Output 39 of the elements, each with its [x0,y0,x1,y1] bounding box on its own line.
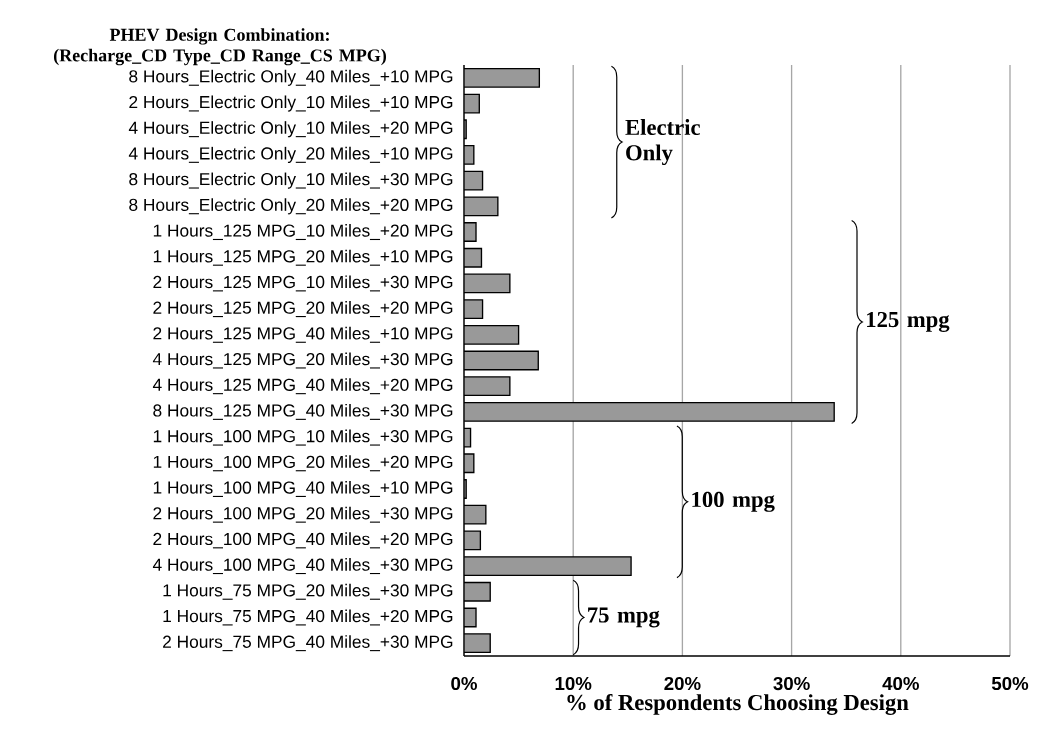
y-tick-label: 4 Hours_125 MPG_40 Miles_+20 MPG [152,378,453,395]
y-tick-label: 2 Hours_75 MPG_40 Miles_+30 MPG [163,635,453,652]
y-tick-label: 2 Hours_125 MPG_20 Miles_+20 MPG [153,301,453,318]
y-tick-label: 1 Hours_100 MPG_40 Miles_+10 MPG [153,480,453,497]
bar [464,67,541,88]
y-tick-label: 1 Hours_75 MPG_40 Miles_+20 MPG [163,609,453,626]
y-tick-label: 2 Hours_100 MPG_20 Miles_+30 MPG [153,506,453,523]
x-axis-title: % of Respondents Choosing Design [567,693,909,715]
bar [464,350,539,371]
y-axis-title: PHEV Design Combination: (Recharge_CD Type_CD Range_CS MPG) [53,28,386,66]
y-tick-label: 4 Hours_Electric Only_10 Miles_+20 MPG [128,121,453,138]
x-tick-label: 30% [773,676,810,691]
y-tick-label: 2 Hours_125 MPG_40 Miles_+10 MPG [153,326,453,343]
y-tick-label: 4 Hours_Electric Only_20 Miles_+10 MPG [128,146,453,164]
y-tick-label: 1 Hours_100 MPG_20 Miles_+20 MPG [153,455,453,472]
annotation: 125 mpg [867,311,950,332]
y-tick-label: 8 Hours_Electric Only_20 Miles_+20 MPG [129,198,453,215]
x-tick-label: 10% [555,676,592,691]
y-tick-label: 1 Hours_75 MPG_20 Miles_+30 MPG [163,583,453,600]
y-tick-label: 4 Hours_125 MPG_20 Miles_+30 MPG [152,352,453,369]
y-tick-label: 8 Hours_Electric Only_10 Miles_+30 MPG [129,172,453,189]
x-tick-label: 20% [664,676,701,691]
y-tick-label: 2 Hours_100 MPG_40 Miles_+20 MPG [153,532,453,549]
y-tick-label: 2 Hours_125 MPG_10 Miles_+30 MPG [153,275,453,292]
x-tick-label: 40% [882,676,919,691]
annotation: Electric Only [625,119,700,166]
y-tick-label: 4 Hours_100 MPG_40 Miles_+30 MPG [152,558,453,575]
y-tick-label: 2 Hours_Electric Only_10 Miles_+10 MPG [129,95,453,112]
x-tick-label: 0% [451,676,477,691]
y-tick-label: 8 Hours_Electric Only_40 Miles_+10 MPG [129,69,453,86]
annotation: 100 mpg [692,491,775,512]
y-tick-label: 1 Hours_125 MPG_10 Miles_+20 MPG [153,224,453,241]
y-tick-label: 1 Hours_100 MPG_10 Miles_+30 MPG [153,429,453,446]
y-tick-label: 8 Hours_125 MPG_40 Miles_+30 MPG [153,403,453,420]
y-tick-label: 1 Hours_125 MPG_20 Miles_+10 MPG [153,249,453,266]
bar [464,556,632,576]
annotation: 75 mpg [588,607,660,628]
bar [464,401,835,422]
x-tick-label: 50% [991,676,1029,691]
